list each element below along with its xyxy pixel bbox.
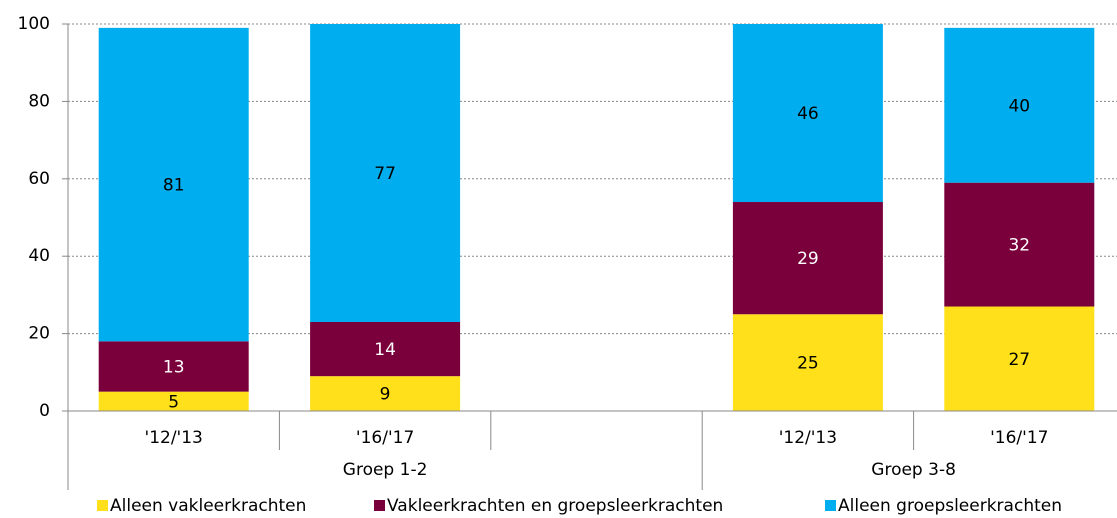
bar-segment [98,27,249,342]
group-label: Groep 3-8 [871,460,956,480]
bar-segment [732,24,883,203]
data-label: 46 [797,104,819,124]
group-label: Groep 1-2 [343,460,428,480]
bar-segment [944,306,1095,411]
bar-segment [732,202,883,315]
legend-swatch [97,500,108,511]
legend-swatch [825,500,836,511]
bar-segment [98,341,249,392]
data-label: 29 [797,249,819,269]
bar-segment [310,321,461,377]
bar-segment [98,391,249,411]
legend-label: Alleen vakleerkrachten [110,496,306,516]
bar-segment [944,27,1095,183]
data-label: 14 [374,340,396,360]
data-label: 25 [797,354,819,374]
legend-label: Alleen groepsleerkrachten [838,496,1062,516]
legend-label: Vakleerkrachten en groepsleerkrachten [387,496,723,516]
y-tick-label: 100 [18,14,50,34]
y-tick-label: 20 [28,324,50,344]
bar-segment [732,314,883,411]
bar-segment [310,24,461,322]
x-tick-label: '16/'17 [990,428,1048,448]
data-label: 81 [163,176,185,196]
y-tick-label: 40 [28,246,50,266]
x-tick-label: '12/'13 [779,428,837,448]
x-tick-label: '16/'17 [356,428,414,448]
x-tick-label: '12/'13 [145,428,203,448]
data-label: 27 [1008,350,1030,370]
data-label: 40 [1008,96,1030,116]
bar-segment [944,182,1095,307]
bar-segment [310,376,461,411]
y-tick-label: 60 [28,169,50,189]
legend-swatch [374,500,385,511]
data-label: 77 [374,164,396,184]
data-label: 9 [380,385,391,405]
y-tick-label: 0 [39,401,50,421]
y-tick-label: 80 [28,91,50,111]
data-label: 5 [168,392,179,412]
data-label: 13 [163,357,185,377]
data-label: 32 [1008,236,1030,256]
